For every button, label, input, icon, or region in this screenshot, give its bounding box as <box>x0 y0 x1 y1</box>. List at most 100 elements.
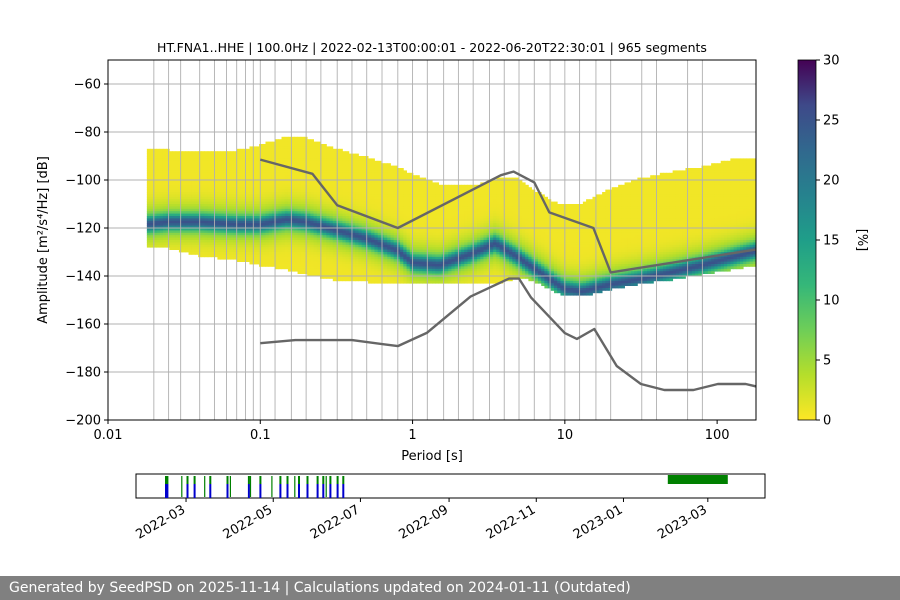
heatmap-cell <box>201 208 205 212</box>
heatmap-cell <box>403 273 407 277</box>
heatmap-cell <box>287 218 292 222</box>
heatmap-cell <box>361 163 366 166</box>
heatmap-cell <box>188 242 193 246</box>
heatmap-cell <box>374 165 379 169</box>
heatmap-cell <box>227 170 231 174</box>
heatmap-cell <box>336 223 340 226</box>
heatmap-cell <box>268 235 273 238</box>
heatmap-cell <box>239 254 244 258</box>
heatmap-cell <box>361 264 366 267</box>
heatmap-cell <box>217 213 222 217</box>
heatmap-cell <box>227 206 231 210</box>
heatmap-cell <box>194 158 199 162</box>
heatmap-cell <box>393 168 398 171</box>
heatmap-cell <box>310 208 314 212</box>
heatmap-cell <box>470 261 475 265</box>
heatmap-cell <box>300 266 305 270</box>
heatmap-cell <box>268 220 273 224</box>
heatmap-cell <box>201 252 205 255</box>
heatmap-cell <box>284 136 289 140</box>
heatmap-cell <box>150 182 154 186</box>
heatmap-cell <box>403 213 407 217</box>
heatmap-cell <box>374 264 379 267</box>
heatmap-cell <box>249 244 254 248</box>
heatmap-cell <box>188 172 193 176</box>
heatmap-cell <box>233 182 238 186</box>
heatmap-cell <box>432 228 436 231</box>
heatmap-cell <box>339 151 343 154</box>
heatmap-cell <box>470 273 475 277</box>
heatmap-cell <box>380 180 385 183</box>
heatmap-cell <box>236 184 241 188</box>
heatmap-cell <box>223 175 228 178</box>
heatmap-cell <box>377 235 382 238</box>
heatmap-cell <box>432 211 436 214</box>
heatmap-cell <box>188 194 193 198</box>
heatmap-cell <box>352 180 356 183</box>
heatmap-cell <box>323 211 327 214</box>
heatmap-cell <box>217 165 222 169</box>
heatmap-cell <box>291 268 295 272</box>
heatmap-cell <box>172 237 177 241</box>
heatmap-cell <box>291 170 295 174</box>
heatmap-cell <box>352 175 356 178</box>
heatmap-cell <box>342 225 347 229</box>
heatmap-cell <box>438 276 443 279</box>
heatmap-cell <box>284 235 289 238</box>
heatmap-cell <box>162 208 167 212</box>
heatmap-cell <box>227 201 231 205</box>
heatmap-cell <box>262 187 266 190</box>
heatmap-cell <box>153 208 157 212</box>
heatmap-cell <box>368 225 372 229</box>
heatmap-cell <box>265 211 270 214</box>
heatmap-cell <box>227 213 231 217</box>
heatmap-cell <box>384 172 388 176</box>
heatmap-cell <box>249 240 254 243</box>
heatmap-cell <box>191 180 196 183</box>
heatmap-cell <box>345 228 350 231</box>
heatmap-cell <box>393 213 398 217</box>
heatmap-cell <box>191 240 196 243</box>
heatmap-cell <box>377 189 382 193</box>
heatmap-cell <box>210 240 215 243</box>
heatmap-cell <box>207 156 212 159</box>
heatmap-cell <box>454 213 459 217</box>
heatmap-cell <box>416 259 420 262</box>
heatmap-cell <box>291 153 295 157</box>
heatmap-cell <box>435 208 440 212</box>
heatmap-cell <box>271 220 276 224</box>
heatmap-cell <box>172 196 177 200</box>
heatmap-cell <box>185 156 189 159</box>
heatmap-cell <box>313 189 318 193</box>
heatmap-cell <box>268 182 273 186</box>
heatmap-cell <box>470 223 475 226</box>
heatmap-cell <box>271 242 276 246</box>
heatmap-cell <box>162 201 167 205</box>
heatmap-cell <box>146 196 151 200</box>
heatmap-cell <box>243 153 247 157</box>
heatmap-cell <box>400 254 404 258</box>
heatmap-cell <box>191 206 196 210</box>
heatmap-cell <box>374 266 379 270</box>
heatmap-cell <box>412 208 417 212</box>
heatmap-cell <box>342 240 347 243</box>
heatmap-cell <box>355 163 359 166</box>
heatmap-cell <box>153 168 157 171</box>
heatmap-cell <box>371 230 375 234</box>
heatmap-cell <box>265 182 270 186</box>
heatmap-cell <box>214 232 218 236</box>
heatmap-cell <box>150 172 154 176</box>
heatmap-cell <box>146 223 151 226</box>
heatmap-cell <box>416 230 420 234</box>
heatmap-cell <box>470 232 475 236</box>
heatmap-cell <box>380 254 385 258</box>
heatmap-cell <box>271 232 276 236</box>
heatmap-cell <box>339 232 343 236</box>
heatmap-cell <box>259 247 263 250</box>
heatmap-cell <box>194 242 199 246</box>
heatmap-cell <box>156 244 161 248</box>
heatmap-cell <box>233 187 238 190</box>
heatmap-cell <box>448 271 452 274</box>
heatmap-cell <box>368 252 372 255</box>
heatmap-cell <box>207 172 212 176</box>
